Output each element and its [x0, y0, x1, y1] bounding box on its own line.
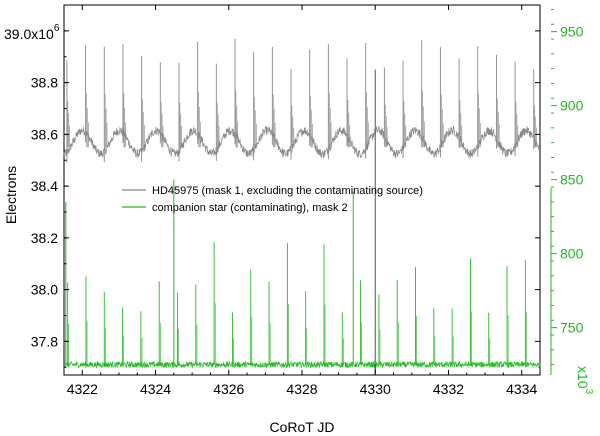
x-tick-label: 4332	[433, 381, 464, 397]
ticks-layer: 4322 4324 4326 4328 4330 4332 4334 37.8 38.0 38.2…	[31, 5, 584, 397]
y-right-tick-label: 900	[560, 98, 584, 114]
right-axis-multiplier-exp: 3	[583, 389, 594, 395]
y-right-tick-label: 800	[560, 246, 584, 262]
x-tick-label: 4328	[286, 381, 317, 397]
y-left-tick-label: 38.0	[31, 282, 58, 298]
series-hd45975-line	[63, 125, 541, 159]
x-axis-title: CoRoT JD	[269, 419, 334, 435]
x-tick-label: 4334	[506, 381, 537, 397]
y-left-tick-label: 37.8	[31, 333, 58, 349]
x-tick-label: 4322	[67, 381, 98, 397]
y-right-tick-label: 750	[560, 320, 584, 336]
x-tick-label: 4324	[140, 381, 171, 397]
y-axis-title: Electrons	[3, 166, 19, 224]
series-layer	[63, 38, 541, 375]
right-axis-multiplier-base: x10	[575, 366, 591, 389]
y-left-tick-label: 38.4	[31, 178, 58, 194]
y-right-tick-label: 850	[560, 172, 584, 188]
legend: HD45975 (mask 1, excluding the contamina…	[122, 185, 423, 214]
legend-label-hd45975: HD45975 (mask 1, excluding the contamina…	[152, 185, 423, 197]
right-axis-multiplier: x103	[575, 366, 594, 395]
series-companion-line	[63, 360, 541, 369]
y-left-tick-label: 38.6	[31, 126, 58, 142]
legend-label-companion: companion star (contaminating), mask 2	[152, 202, 348, 214]
y-top-label: 39.0x106	[4, 23, 60, 42]
y-left-tick-label: 38.8	[31, 75, 58, 91]
y-right-tick-label: 950	[560, 24, 584, 40]
y-top-label-base: 39.0x10	[4, 26, 54, 42]
x-tick-label: 4326	[213, 381, 244, 397]
y-top-label-exp: 6	[54, 23, 60, 34]
x-tick-label: 4330	[360, 381, 391, 397]
y-left-tick-label: 38.2	[31, 230, 58, 246]
